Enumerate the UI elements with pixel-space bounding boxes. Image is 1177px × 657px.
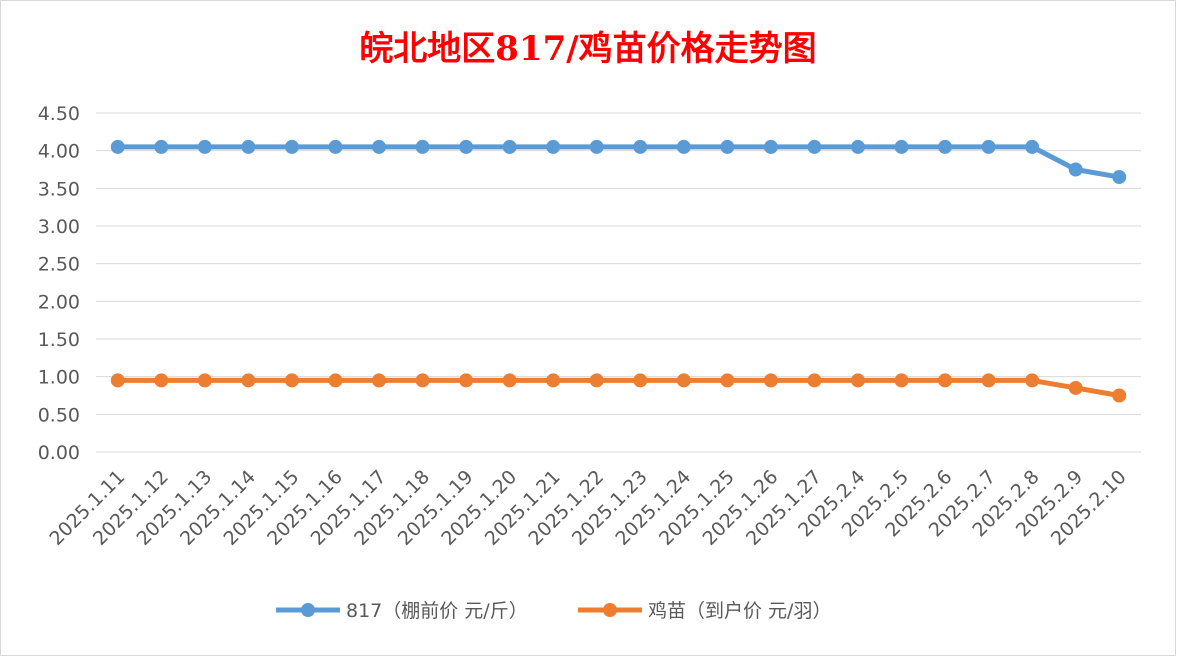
y-tick-label: 0.50 [38, 404, 80, 426]
data-point [1025, 139, 1040, 154]
data-point [328, 139, 343, 154]
data-point [197, 139, 212, 154]
data-point [284, 139, 299, 154]
data-point [850, 373, 865, 388]
data-point [110, 373, 125, 388]
data-point [807, 373, 822, 388]
series-group [110, 139, 1127, 403]
data-point [763, 373, 778, 388]
data-point [589, 139, 604, 154]
data-point [676, 373, 691, 388]
data-point [981, 139, 996, 154]
data-point [372, 373, 387, 388]
data-point [676, 139, 691, 154]
data-point [1025, 373, 1040, 388]
data-point [938, 373, 953, 388]
legend-entry: 817（棚前价 元/斤） [276, 600, 528, 622]
y-tick-label: 0.00 [38, 442, 80, 464]
legend-label: 817（棚前价 元/斤） [346, 600, 528, 622]
data-point [1112, 388, 1127, 403]
y-tick-label: 4.50 [38, 103, 80, 125]
data-point [502, 373, 517, 388]
y-tick-label: 2.50 [38, 254, 80, 276]
series-2 [110, 373, 1127, 403]
data-point [763, 139, 778, 154]
legend-marker [603, 603, 617, 617]
data-point [1068, 162, 1083, 177]
data-point [459, 373, 474, 388]
data-point [807, 139, 822, 154]
y-tick-label: 3.00 [38, 216, 80, 238]
data-point [154, 373, 169, 388]
data-point [241, 139, 256, 154]
data-point [546, 139, 561, 154]
data-point [284, 373, 299, 388]
data-point [589, 373, 604, 388]
data-point [1068, 380, 1083, 395]
data-point [720, 139, 735, 154]
data-point [546, 373, 561, 388]
y-tick-label: 1.50 [38, 329, 80, 351]
data-point [720, 373, 735, 388]
series-1 [110, 139, 1127, 185]
data-point [110, 139, 125, 154]
series-line [115, 377, 1122, 398]
data-point [241, 373, 256, 388]
y-tick-label: 3.50 [38, 178, 80, 200]
chart-title: 皖北地区817/鸡苗价格走势图 [359, 29, 816, 69]
y-tick-label: 1.00 [38, 367, 80, 389]
data-point [415, 139, 430, 154]
data-point [633, 139, 648, 154]
data-point [372, 139, 387, 154]
y-axis: 0.00 0.50 1.00 1.50 2.00 2.50 3.00 3.50 4.00 4.50 [38, 103, 80, 464]
data-point [1112, 170, 1127, 185]
legend-entry: 鸡苗（到户价 元/羽） [578, 600, 831, 622]
data-point [850, 139, 865, 154]
data-point [197, 373, 212, 388]
y-tick-label: 4.00 [38, 141, 80, 163]
data-point [894, 139, 909, 154]
data-point [633, 373, 648, 388]
data-point [328, 373, 343, 388]
data-point [981, 373, 996, 388]
data-point [938, 139, 953, 154]
legend-marker [301, 603, 315, 617]
series-line [115, 144, 1122, 180]
data-point [502, 139, 517, 154]
legend-label: 鸡苗（到户价 元/羽） [648, 600, 831, 622]
gridlines [96, 112, 1141, 453]
data-point [894, 373, 909, 388]
y-tick-label: 2.00 [38, 291, 80, 313]
data-point [415, 373, 430, 388]
legend: 817（棚前价 元/斤） 鸡苗（到户价 元/羽） [276, 600, 831, 622]
data-point [459, 139, 474, 154]
data-point [154, 139, 169, 154]
